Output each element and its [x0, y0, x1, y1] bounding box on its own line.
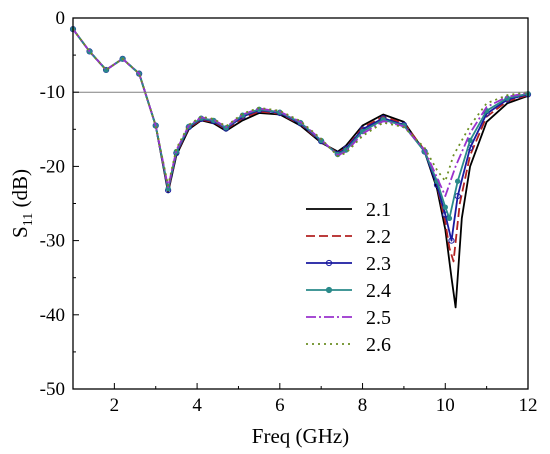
- y-axis-title-unit: (dB): [8, 169, 32, 213]
- y-tick-label: -20: [40, 156, 65, 177]
- legend-item-2-5: 2.5: [306, 307, 391, 329]
- legend-label: 2.6: [366, 334, 391, 356]
- series-line-2-6: [72, 28, 529, 187]
- series-point: [467, 137, 473, 144]
- series-2-5: [72, 28, 529, 197]
- y-tick-label: -30: [40, 231, 65, 252]
- y-axis-title-main: S: [8, 226, 32, 238]
- x-tick-label: 10: [436, 395, 455, 416]
- y-tick-label: -40: [40, 305, 65, 326]
- legend-marker: [325, 259, 333, 267]
- legend-label: 2.5: [366, 307, 391, 329]
- y-tick-label: -50: [40, 379, 65, 400]
- series-2-1: [72, 28, 529, 309]
- y-tick-label: 0: [56, 8, 66, 29]
- legend: 2.1 2.2 2.3 2.4 2.5 2.6: [306, 199, 391, 356]
- x-tick-label: 4: [192, 395, 202, 416]
- series-line-2-5: [72, 28, 529, 197]
- x-tick-label: 2: [110, 395, 120, 416]
- legend-item-2-4: 2.4: [306, 280, 391, 302]
- x-tick-label: 8: [358, 395, 368, 416]
- x-tick-label: 12: [519, 395, 538, 416]
- legend-label: 2.3: [366, 253, 391, 275]
- x-tick-label: 6: [275, 395, 285, 416]
- legend-label: 2.1: [366, 199, 391, 221]
- series-point: [454, 178, 461, 184]
- legend-marker: [325, 286, 333, 294]
- series-layer: [69, 26, 532, 309]
- legend-item-2-6: 2.6: [306, 334, 391, 356]
- legend-item-2-2: 2.2: [306, 226, 391, 248]
- legend-item-2-3: 2.3: [306, 253, 391, 275]
- series-point: [442, 204, 448, 210]
- legend-label: 2.2: [366, 226, 391, 248]
- series-point: [448, 237, 455, 244]
- series-2-6: [72, 28, 529, 187]
- series-2-3: [69, 26, 532, 244]
- x-axis-title: Freq (GHz): [252, 424, 349, 448]
- y-tick-label: -10: [40, 82, 65, 103]
- series-2-4: [70, 26, 531, 222]
- y-axis-title-subscript: 11: [21, 213, 36, 226]
- legend-item-2-1: 2.1: [306, 199, 391, 221]
- y-axis-title: S11 (dB): [8, 169, 36, 238]
- series-point: [446, 215, 453, 222]
- ticks-layer: 2 4 6 8 10 12 0 -10 -20 -30 -40 -50: [40, 8, 538, 416]
- series-line-2-1: [72, 28, 529, 309]
- legend-label: 2.4: [366, 280, 391, 302]
